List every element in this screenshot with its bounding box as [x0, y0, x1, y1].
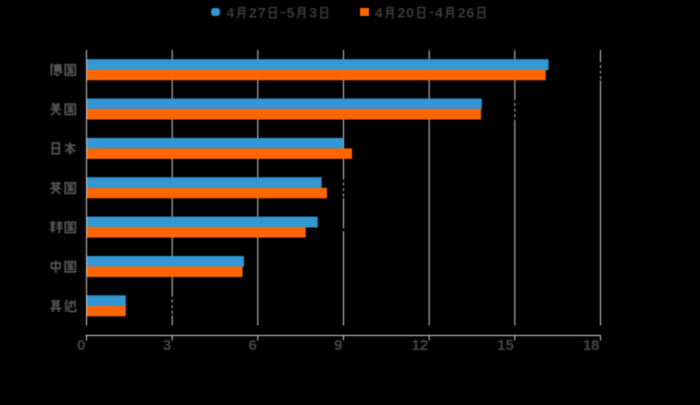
svg-text:0: 0: [406, 4, 414, 20]
svg-text:15: 15: [497, 337, 514, 354]
svg-text:2: 2: [249, 4, 257, 20]
svg-text:0: 0: [77, 337, 85, 354]
svg-text:9: 9: [334, 337, 342, 354]
svg-text:7: 7: [258, 4, 266, 20]
svg-text:3: 3: [309, 4, 317, 20]
svg-text:4: 4: [226, 4, 234, 20]
svg-text:5: 5: [287, 4, 295, 20]
svg-text:4: 4: [375, 4, 383, 20]
svg-text:6: 6: [467, 4, 475, 20]
svg-text:18: 18: [583, 337, 600, 354]
svg-text:2: 2: [458, 4, 466, 20]
svg-text:2: 2: [398, 4, 406, 20]
svg-text:6: 6: [248, 337, 256, 354]
svg-text:4: 4: [435, 4, 443, 20]
svg-text:12: 12: [412, 337, 429, 354]
svg-text:3: 3: [163, 337, 171, 354]
